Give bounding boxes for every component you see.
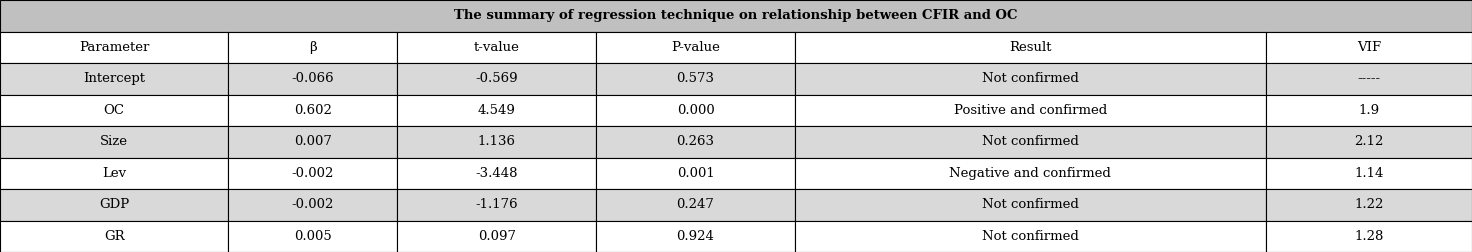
Text: 0.924: 0.924 [677,230,714,243]
Text: -0.569: -0.569 [475,72,518,85]
Text: 1.136: 1.136 [478,135,515,148]
Text: Negative and confirmed: Negative and confirmed [949,167,1111,180]
Bar [1266,126,1472,158]
Bar [1266,158,1472,189]
Bar [0,189,228,220]
Bar [596,32,795,63]
Bar [397,189,596,220]
Text: 0.573: 0.573 [677,72,714,85]
Text: 4.549: 4.549 [478,104,515,117]
Text: 1.9: 1.9 [1359,104,1379,117]
Text: 2.12: 2.12 [1354,135,1384,148]
Bar [0,158,228,189]
Bar [795,94,1266,126]
Bar [596,220,795,252]
Text: 0.602: 0.602 [294,104,331,117]
Bar [0,0,1472,32]
Text: Not confirmed: Not confirmed [982,135,1079,148]
Bar [0,94,228,126]
Text: Lev: Lev [102,167,127,180]
Bar [0,32,228,63]
Text: β: β [309,41,316,54]
Bar [596,158,795,189]
Bar [228,189,397,220]
Text: Positive and confirmed: Positive and confirmed [954,104,1107,117]
Bar [1266,32,1472,63]
Text: Intercept: Intercept [82,72,146,85]
Bar [397,158,596,189]
Bar [0,126,228,158]
Bar [596,126,795,158]
Bar [1266,220,1472,252]
Bar [795,63,1266,94]
Text: -3.448: -3.448 [475,167,518,180]
Bar [228,220,397,252]
Bar [1266,189,1472,220]
Text: P-value: P-value [671,41,720,54]
Bar [1266,63,1472,94]
Bar [228,126,397,158]
Text: GDP: GDP [99,198,130,211]
Text: 1.22: 1.22 [1354,198,1384,211]
Bar [397,126,596,158]
Text: 1.28: 1.28 [1354,230,1384,243]
Text: -0.066: -0.066 [291,72,334,85]
Text: 0.097: 0.097 [478,230,515,243]
Text: VIF: VIF [1357,41,1381,54]
Bar [228,63,397,94]
Text: -0.002: -0.002 [291,167,334,180]
Bar [228,94,397,126]
Text: 1.14: 1.14 [1354,167,1384,180]
Text: -0.002: -0.002 [291,198,334,211]
Bar [795,189,1266,220]
Text: -1.176: -1.176 [475,198,518,211]
Text: Size: Size [100,135,128,148]
Text: 0.001: 0.001 [677,167,714,180]
Bar [0,220,228,252]
Text: Not confirmed: Not confirmed [982,198,1079,211]
Bar [397,32,596,63]
Bar [596,94,795,126]
Bar [397,220,596,252]
Bar [795,220,1266,252]
Text: -----: ----- [1357,72,1381,85]
Bar [228,158,397,189]
Text: Result: Result [1010,41,1051,54]
Text: t-value: t-value [474,41,520,54]
Text: OC: OC [103,104,125,117]
Text: Not confirmed: Not confirmed [982,72,1079,85]
Text: 0.247: 0.247 [677,198,714,211]
Bar [795,158,1266,189]
Text: Parameter: Parameter [79,41,149,54]
Bar [228,32,397,63]
Text: GR: GR [103,230,125,243]
Text: 0.007: 0.007 [294,135,331,148]
Bar [397,63,596,94]
Bar [0,63,228,94]
Text: 0.263: 0.263 [677,135,714,148]
Bar [596,63,795,94]
Text: The summary of regression technique on relationship between CFIR and OC: The summary of regression technique on r… [455,9,1017,22]
Bar [795,126,1266,158]
Text: 0.000: 0.000 [677,104,714,117]
Text: Not confirmed: Not confirmed [982,230,1079,243]
Bar [596,189,795,220]
Bar [1266,94,1472,126]
Bar [795,32,1266,63]
Text: 0.005: 0.005 [294,230,331,243]
Bar [397,94,596,126]
